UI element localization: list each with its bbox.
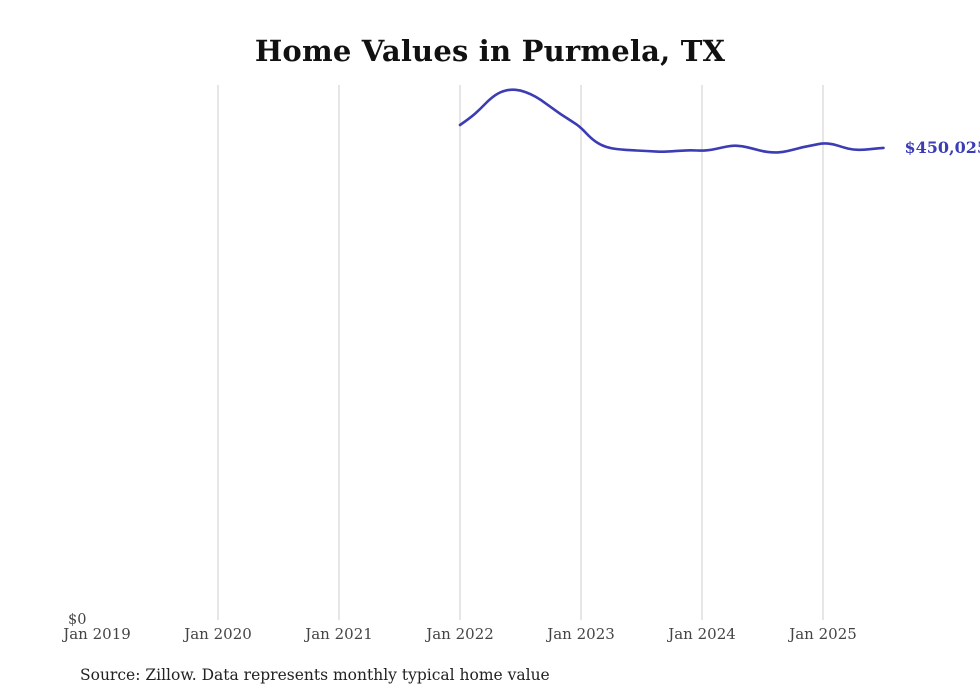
- x-axis-tick-label: Jan 2025: [789, 625, 857, 643]
- x-axis-tick-label: Jan 2024: [668, 625, 736, 643]
- x-axis-tick-label: Jan 2020: [184, 625, 252, 643]
- y-axis-zero-label: $0: [68, 612, 87, 628]
- x-axis-tick-label: Jan 2019: [63, 625, 131, 643]
- x-axis-tick-label: Jan 2021: [305, 625, 373, 643]
- x-axis-tick-label: Jan 2022: [426, 625, 494, 643]
- home-value-line: [458, 88, 885, 154]
- chart-title: Home Values in Purmela, TX: [254, 34, 726, 68]
- x-axis-tick-label: Jan 2023: [547, 625, 615, 643]
- source-note: Source: Zillow. Data represents monthly …: [80, 666, 550, 684]
- latest-value-label: $450,025: [904, 137, 980, 157]
